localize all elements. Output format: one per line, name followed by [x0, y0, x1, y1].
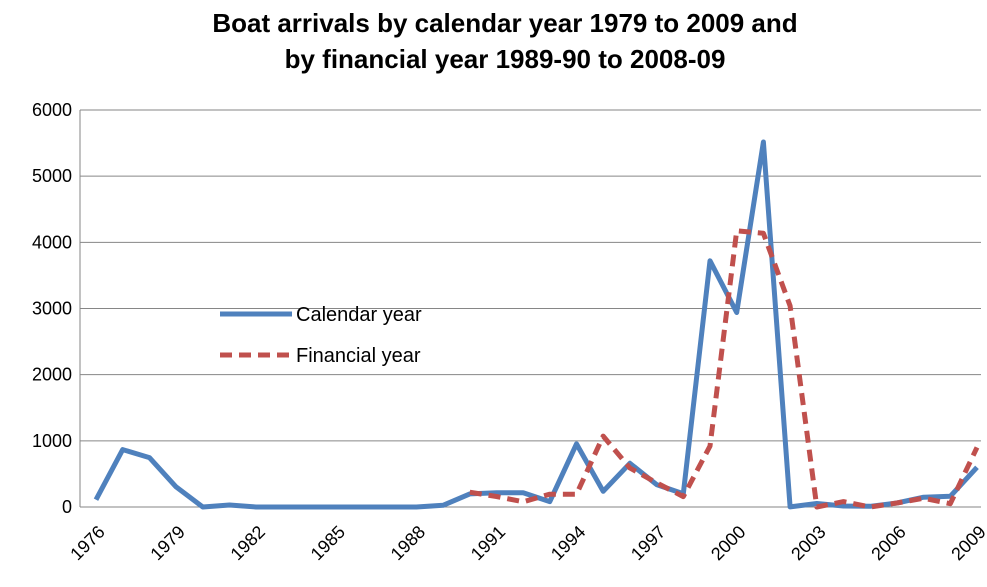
y-tick-label: 3000 [32, 299, 72, 319]
x-tick-label: 1994 [547, 522, 589, 564]
x-tick-label: 2006 [867, 522, 909, 564]
legend-label-calendar-year: Calendar year [296, 304, 422, 326]
x-tick-label: 1991 [467, 522, 509, 564]
x-tick-label: 1982 [227, 522, 269, 564]
x-tick-label: 1985 [307, 522, 349, 564]
x-tick-label: 1976 [66, 522, 108, 564]
x-tick-label: 2003 [787, 522, 829, 564]
series-lines [96, 142, 977, 507]
x-tick-label: 2000 [707, 522, 749, 564]
series-line-calendar-year [96, 142, 977, 507]
y-tick-label: 4000 [32, 232, 72, 252]
y-axis-ticks: 0 1000 2000 3000 4000 5000 6000 [32, 100, 72, 517]
x-axis-ticks: 1976 1979 1982 1985 1988 1991 1994 1997 2000 2003… [66, 522, 987, 564]
x-tick-label: 1979 [146, 522, 188, 564]
y-tick-label: 6000 [32, 100, 72, 120]
y-tick-label: 0 [62, 497, 72, 517]
y-tick-label: 2000 [32, 365, 72, 385]
y-tick-label: 5000 [32, 166, 72, 186]
series-line-financial-year [470, 231, 977, 507]
legend: Calendar year Financial year [220, 304, 422, 367]
gridlines [80, 110, 981, 507]
x-tick-label: 2009 [947, 522, 987, 564]
x-tick-label: 1988 [387, 522, 429, 564]
legend-label-financial-year: Financial year [296, 345, 421, 367]
x-tick-label: 1997 [627, 522, 669, 564]
chart-title-line-1: Boat arrivals by calendar year 1979 to 2… [212, 8, 797, 38]
chart-title-line-2: by financial year 1989-90 to 2008-09 [285, 44, 726, 74]
y-tick-label: 1000 [32, 431, 72, 451]
